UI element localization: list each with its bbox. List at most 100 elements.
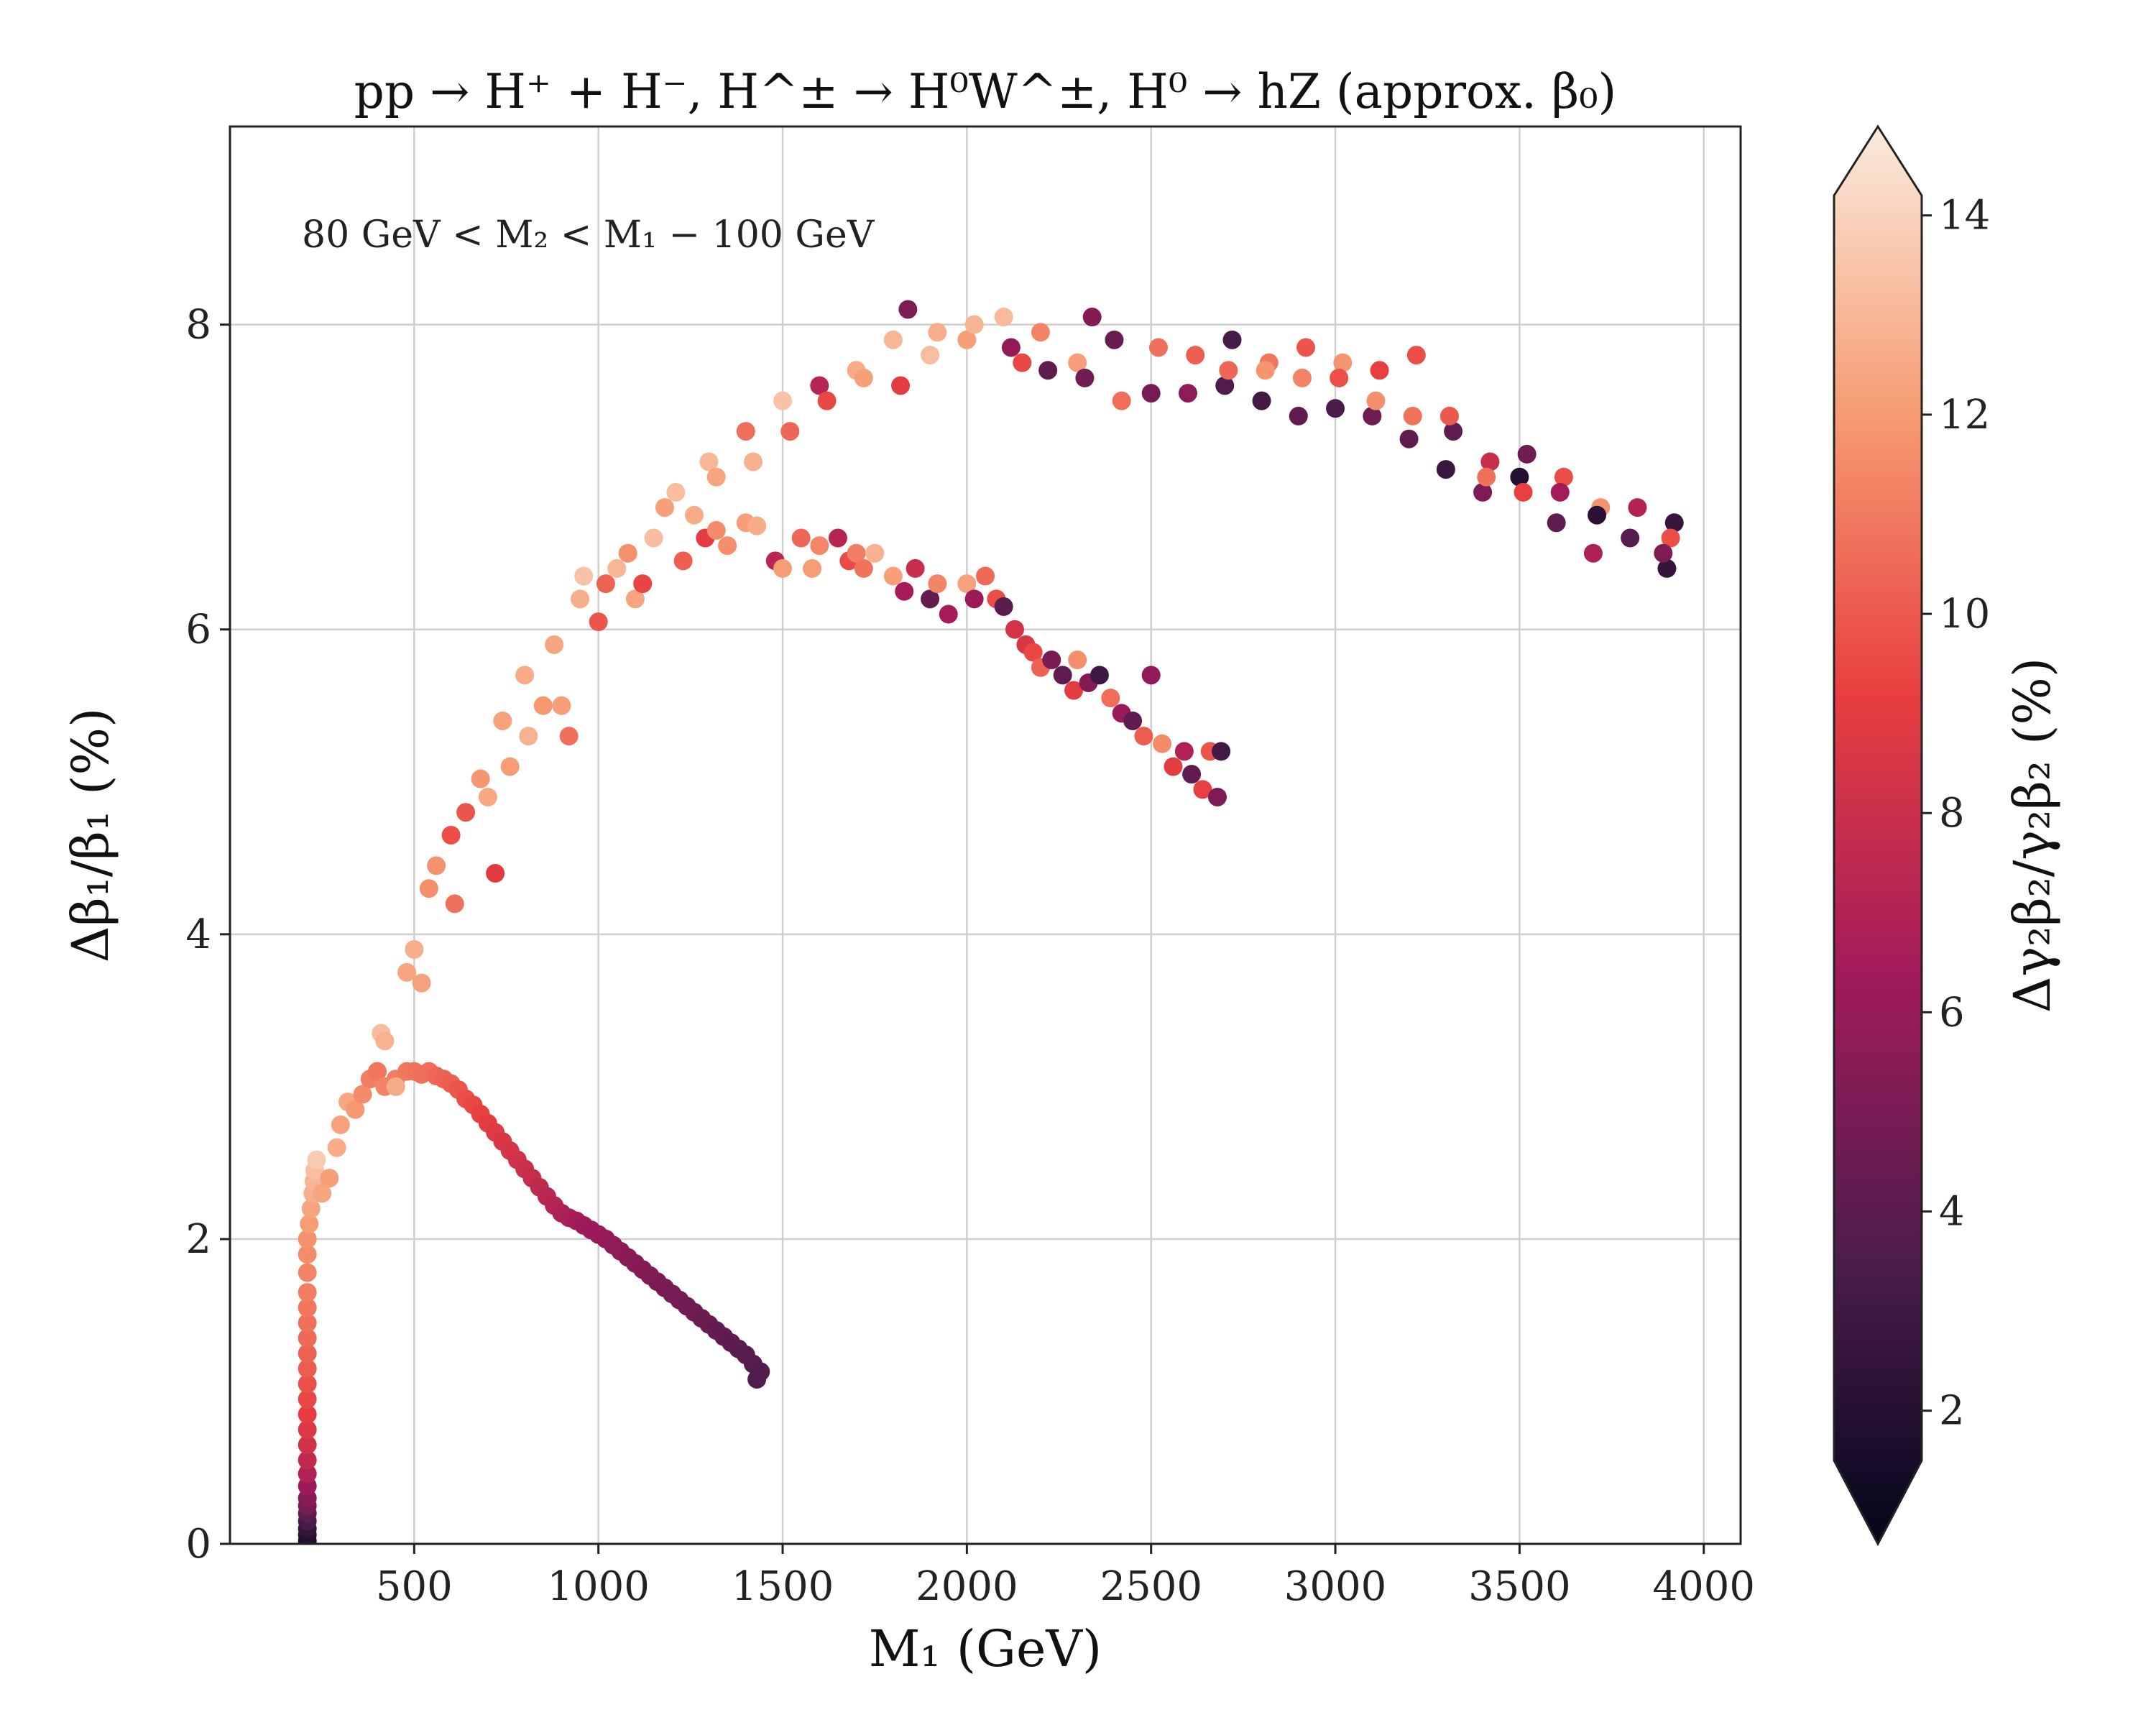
data-point xyxy=(964,589,984,609)
data-point xyxy=(957,330,977,349)
data-point xyxy=(298,1435,317,1455)
colorbar-tick-label: 4 xyxy=(1939,1189,1965,1236)
colorbar-gradient xyxy=(1833,124,1923,1547)
data-point xyxy=(412,973,431,993)
data-point xyxy=(666,482,686,502)
data-point xyxy=(747,516,767,535)
data-point xyxy=(1480,452,1500,472)
data-point xyxy=(301,1199,321,1218)
data-point xyxy=(1193,780,1212,799)
data-point xyxy=(854,558,873,578)
data-points xyxy=(298,300,1684,1544)
data-point xyxy=(773,391,793,410)
data-point xyxy=(486,864,505,883)
data-point xyxy=(298,1404,317,1424)
data-point xyxy=(571,589,590,609)
data-point xyxy=(298,1263,317,1282)
data-point xyxy=(921,346,940,365)
data-point xyxy=(1148,338,1168,357)
data-point xyxy=(307,1150,326,1169)
colorbar-ticks: 2 4 6 8 10 12 14 xyxy=(1922,193,1990,1435)
data-point xyxy=(298,1389,317,1409)
data-point xyxy=(1657,558,1677,578)
data-point xyxy=(298,1229,317,1248)
data-point xyxy=(1212,742,1231,761)
y-tick-label: 4 xyxy=(185,911,211,958)
data-point xyxy=(618,543,637,563)
data-point xyxy=(589,612,608,632)
data-point xyxy=(1477,467,1496,487)
data-point xyxy=(1583,543,1603,563)
data-point xyxy=(1661,528,1680,548)
data-point xyxy=(300,1214,319,1233)
data-point xyxy=(1252,391,1271,410)
data-point xyxy=(1406,346,1426,365)
data-point xyxy=(1403,406,1422,426)
colorbar-tick-label: 12 xyxy=(1939,392,1990,438)
data-point xyxy=(1289,406,1308,426)
data-point xyxy=(1256,361,1275,380)
data-point xyxy=(994,308,1013,327)
data-point xyxy=(1023,643,1043,662)
data-point xyxy=(1621,528,1640,548)
data-point xyxy=(994,597,1013,616)
data-point xyxy=(298,1343,317,1363)
data-point xyxy=(1174,742,1194,761)
data-point xyxy=(791,528,811,548)
data-point xyxy=(368,1062,387,1081)
data-point xyxy=(397,962,417,982)
data-point xyxy=(1013,353,1032,372)
data-point xyxy=(1547,513,1566,533)
data-point xyxy=(1664,513,1684,533)
data-point xyxy=(898,300,918,319)
x-tick-label: 3000 xyxy=(1284,1563,1387,1610)
y-tick-label: 2 xyxy=(185,1216,211,1263)
data-point xyxy=(895,581,914,601)
data-point xyxy=(1399,429,1419,448)
colorbar-label: Δγ₂β₂/γ₂β₂ (%) xyxy=(2003,658,2062,1013)
data-point xyxy=(718,536,737,556)
data-point xyxy=(706,520,726,540)
data-point xyxy=(1473,482,1493,502)
y-axis-label: Δβ₁/β₁ (%) xyxy=(61,708,120,963)
y-tick-label: 0 xyxy=(185,1521,211,1568)
data-point xyxy=(1075,368,1095,387)
x-tick-label: 3500 xyxy=(1468,1563,1571,1610)
data-point xyxy=(298,1283,317,1302)
data-point xyxy=(1366,391,1386,410)
data-point xyxy=(607,558,627,578)
data-point xyxy=(847,543,866,563)
data-point xyxy=(1105,330,1124,349)
data-point xyxy=(1141,384,1161,403)
data-point xyxy=(810,376,829,395)
data-point xyxy=(552,696,571,715)
data-point xyxy=(1178,384,1197,403)
data-point xyxy=(1207,787,1227,806)
data-point xyxy=(1101,689,1120,708)
data-point xyxy=(320,1169,339,1188)
data-point xyxy=(747,1369,767,1389)
data-point xyxy=(313,1184,332,1203)
data-point xyxy=(1141,666,1161,685)
data-point xyxy=(327,1138,346,1157)
data-point xyxy=(1001,338,1021,357)
annotation-text: 80 GeV < M₂ < M₁ − 100 GeV xyxy=(302,213,875,257)
data-point xyxy=(1042,650,1061,670)
data-point xyxy=(1053,666,1072,685)
data-point xyxy=(298,1464,317,1484)
data-point xyxy=(906,558,925,578)
data-point xyxy=(773,558,793,578)
data-point xyxy=(441,826,461,845)
data-point xyxy=(445,894,464,914)
colorbar: 2 4 6 8 10 12 14 xyxy=(1833,124,1990,1547)
data-point xyxy=(891,376,911,395)
data-point xyxy=(883,566,903,586)
data-point xyxy=(519,727,538,746)
data-point xyxy=(1068,650,1087,670)
data-point xyxy=(533,696,553,715)
data-point xyxy=(1296,338,1316,357)
data-point xyxy=(673,551,693,571)
data-point xyxy=(1517,444,1537,464)
data-point xyxy=(928,574,947,594)
data-point xyxy=(1444,422,1463,441)
